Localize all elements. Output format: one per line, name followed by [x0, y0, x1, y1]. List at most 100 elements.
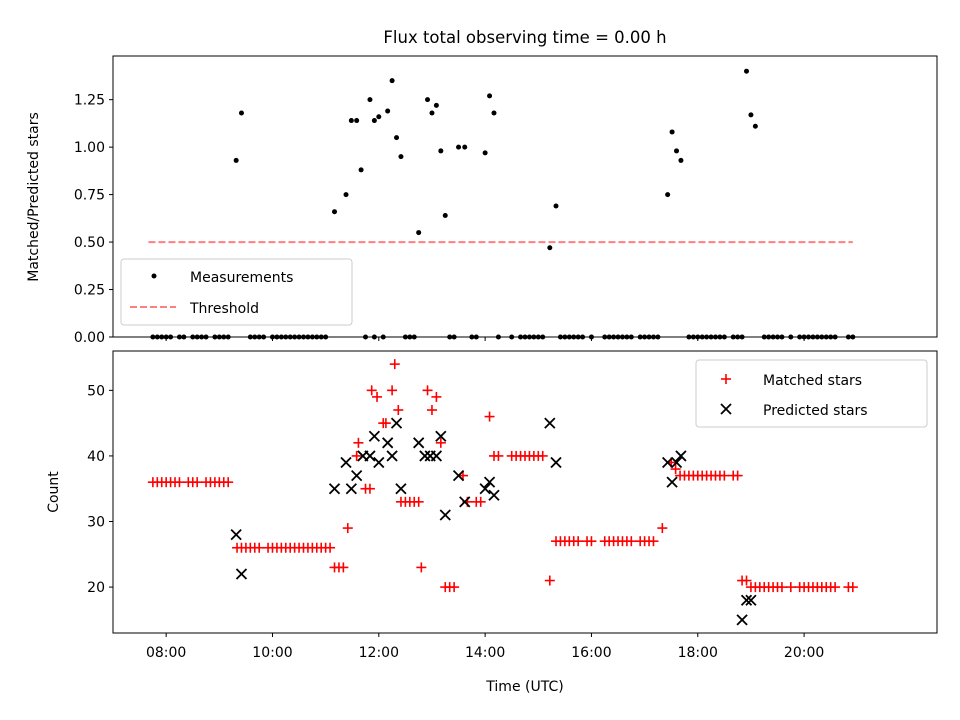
- x-tick-label: 10:00: [252, 645, 292, 661]
- measurement-point: [348, 118, 354, 124]
- measurement-point: [233, 157, 239, 163]
- measurement-point: [343, 192, 349, 198]
- matched-star-marker: [776, 582, 787, 593]
- matched-star-marker: [544, 575, 555, 586]
- measurement-point: [442, 212, 448, 218]
- x-tick-label: 16:00: [571, 645, 611, 661]
- predicted-star-marker: [488, 489, 500, 501]
- top-panel: 0.00 0.25 0.50 0.75 1.00 1.25 Matched/Predict…: [26, 55, 938, 346]
- predicted-star-marker: [666, 476, 678, 488]
- predicted-star-marker: [395, 483, 407, 495]
- predicted-star-marker: [483, 476, 496, 488]
- bottom-panel-marks: [147, 359, 858, 626]
- top-y-tick-label: 0.00: [74, 330, 105, 346]
- measurement-point: [491, 110, 497, 116]
- measurement-point: [385, 108, 391, 114]
- bottom-y-tick-label: 50: [87, 383, 105, 399]
- predicted-star-marker: [419, 450, 431, 462]
- measurement-point: [744, 68, 750, 74]
- matched-star-marker: [372, 391, 383, 402]
- predicted-star-marker: [479, 483, 491, 495]
- measurement-point: [394, 135, 400, 141]
- bottom-panel-frame: [112, 350, 938, 634]
- measurement-point: [376, 114, 382, 120]
- predicted-star-marker: [340, 456, 352, 469]
- measurement-point: [752, 123, 758, 129]
- predicted-star-marker: [364, 450, 376, 462]
- x-tick-label: 18:00: [678, 645, 718, 661]
- matched-star-marker: [719, 470, 730, 481]
- measurement-point: [669, 129, 675, 135]
- bottom-y-tick-label: 20: [87, 580, 105, 596]
- bottom-y-axis-label: Count: [46, 471, 62, 513]
- predicted-star-marker: [382, 437, 394, 449]
- matched-star-marker: [223, 477, 234, 488]
- top-y-tick-label: 0.50: [74, 235, 105, 251]
- predicted-star-marker: [351, 469, 363, 482]
- bottom-legend-frame: [695, 359, 928, 428]
- legend-predicted-marker: [720, 403, 732, 415]
- measurement-point: [462, 144, 468, 150]
- legend-predicted-label: Predicted stars: [763, 403, 868, 419]
- predicted-star-marker: [328, 483, 341, 495]
- measurement-point: [358, 167, 364, 173]
- x-tick-label: 12:00: [359, 645, 399, 661]
- x-axis-label: Time (UTC): [485, 679, 563, 695]
- matched-star-marker: [174, 477, 185, 488]
- matched-star-marker: [830, 582, 841, 593]
- matched-star-marker: [537, 450, 548, 461]
- matched-star-marker: [389, 359, 400, 370]
- predicted-star-marker: [675, 450, 687, 462]
- predicted-star-marker: [550, 456, 562, 469]
- predicted-star-marker: [430, 450, 443, 462]
- legend-matched-label: Matched stars: [763, 373, 862, 389]
- legend-measurements-label: Measurements: [190, 270, 293, 286]
- matched-star-marker: [325, 542, 336, 553]
- matched-star-marker: [431, 391, 442, 402]
- top-panel-axes: 0.00 0.25 0.50 0.75 1.00 1.25: [74, 93, 805, 346]
- predicted-star-marker: [345, 483, 357, 495]
- measurement-point: [487, 93, 493, 99]
- x-tick-label: 08:00: [146, 645, 186, 661]
- matched-star-marker: [741, 575, 752, 586]
- measurement-point: [389, 78, 395, 84]
- matched-star-marker: [426, 405, 437, 416]
- top-y-tick-label: 0.75: [74, 188, 105, 204]
- predicted-star-marker: [544, 417, 556, 429]
- measurement-point: [678, 157, 684, 163]
- matched-star-marker: [573, 536, 584, 547]
- measurement-point: [238, 110, 244, 116]
- measurement-point: [748, 112, 754, 118]
- matched-star-marker: [393, 405, 404, 416]
- matched-star-marker: [435, 437, 446, 448]
- predicted-star-marker: [368, 430, 381, 442]
- matched-star-marker: [254, 542, 265, 553]
- measurement-point: [332, 209, 338, 215]
- measurement-point: [438, 148, 444, 154]
- matched-star-marker: [626, 536, 637, 547]
- predicted-star-marker: [452, 469, 465, 482]
- matched-star-marker: [422, 385, 433, 396]
- matched-star-marker: [353, 437, 364, 448]
- predicted-star-marker: [235, 568, 248, 580]
- matched-star-marker: [413, 496, 424, 507]
- bottom-panel: 20 30 40 50 08:00 10:00 12:00 14:00 16:00 18:00 20…: [46, 350, 938, 695]
- x-tick-label: 20:00: [784, 645, 824, 661]
- bottom-legend: Matched stars Predicted stars: [695, 359, 928, 428]
- predicted-star-marker: [740, 594, 753, 606]
- matched-star-marker: [416, 562, 427, 573]
- measurement-point: [367, 97, 373, 103]
- predicted-star-marker: [439, 509, 451, 521]
- top-panel-frame: [112, 55, 938, 338]
- matched-star-marker: [670, 464, 681, 475]
- predicted-star-marker: [459, 496, 471, 508]
- measurement-point: [482, 150, 488, 156]
- predicted-star-marker: [413, 437, 425, 449]
- top-legend-frame: [120, 258, 353, 326]
- matched-star-marker: [387, 385, 398, 396]
- matched-star-marker: [449, 582, 460, 593]
- legend-measurements-marker: [151, 273, 157, 279]
- top-y-tick-label: 0.25: [74, 283, 105, 299]
- measurement-point: [354, 118, 360, 124]
